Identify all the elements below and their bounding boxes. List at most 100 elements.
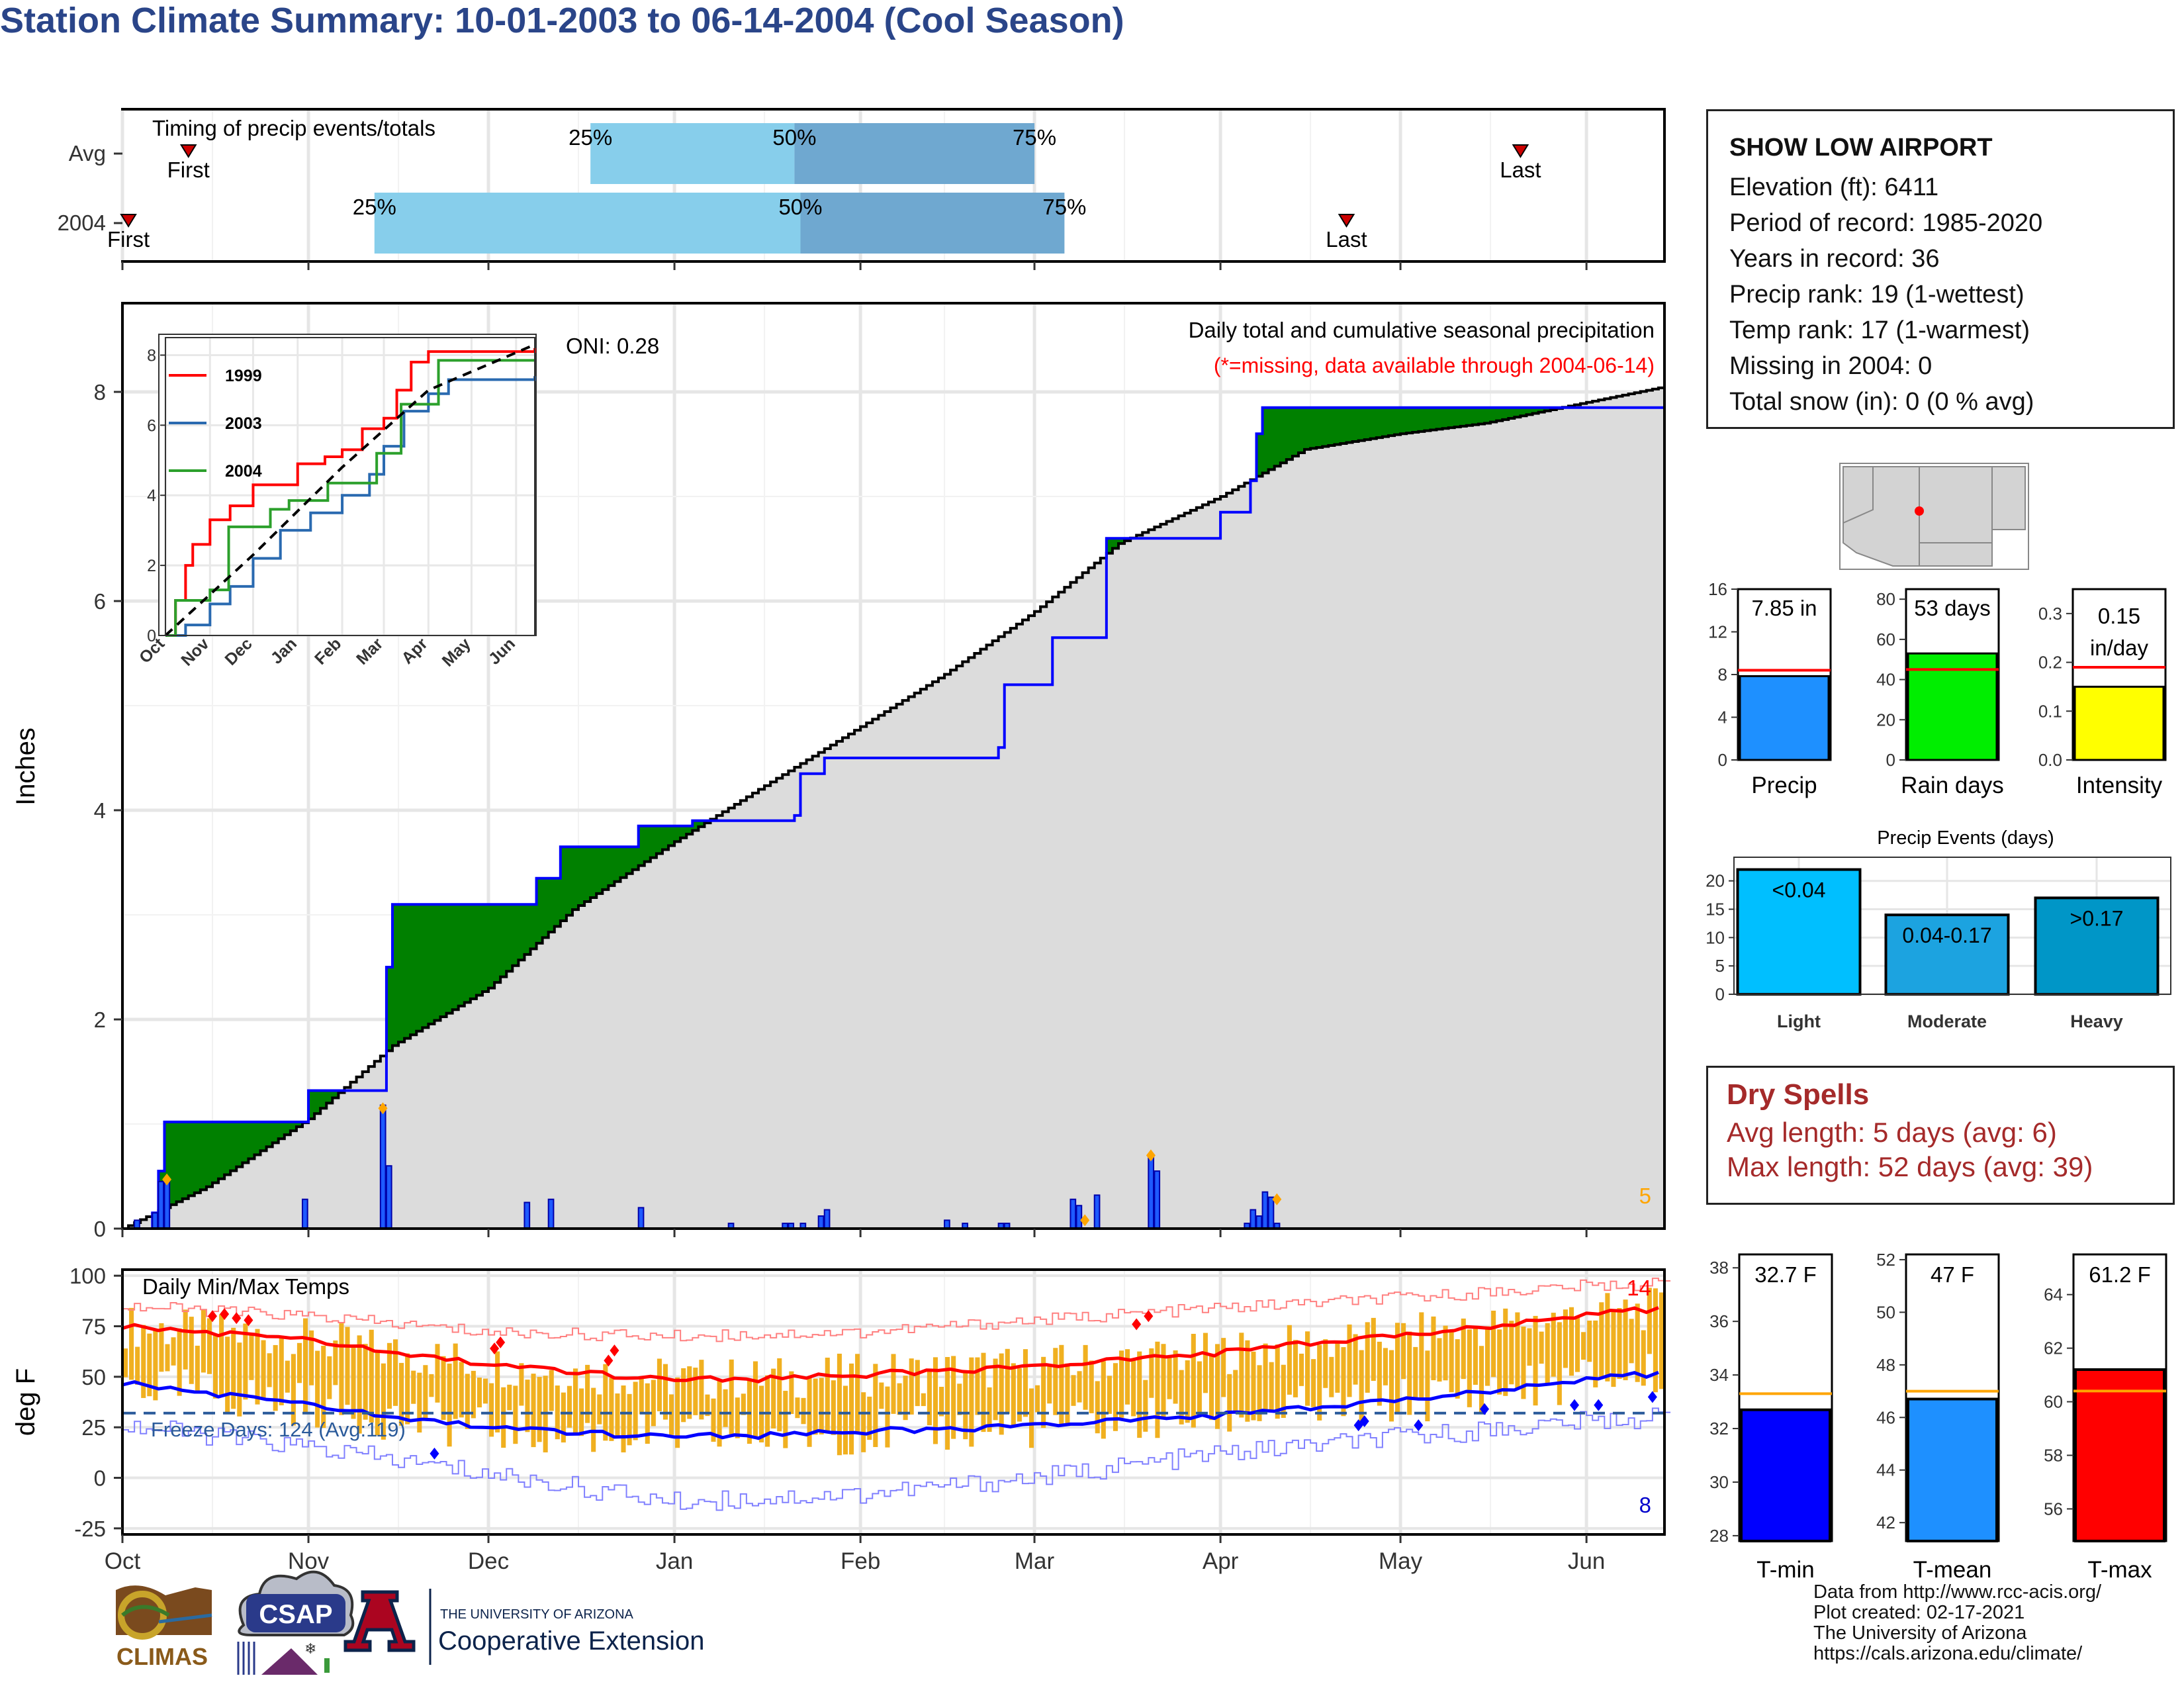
daily-temp-bar [501, 1387, 506, 1448]
daily-temp-bar [1425, 1350, 1430, 1422]
daily-temp-bar [147, 1333, 152, 1397]
daily-temp-bar [1641, 1330, 1646, 1386]
summary-label: Intensity [2076, 773, 2163, 798]
ua-top-text: THE UNIVERSITY OF ARIZONA [440, 1607, 634, 1622]
daily-temp-bar [417, 1372, 422, 1433]
daily-temp-bar [296, 1342, 302, 1383]
daily-temp-bar [999, 1353, 1004, 1435]
temp-bar-T-mean [1907, 1397, 1998, 1542]
month-label: May [1379, 1548, 1423, 1574]
temp-tick-label: 44 [1876, 1460, 1895, 1480]
daily-temp-bar [1107, 1376, 1112, 1414]
daily-temp-bar [507, 1384, 512, 1411]
temp-bar-T-max [2074, 1368, 2165, 1543]
logo-row: CLIMAS CSAP ❄ THE UNIVERSITY OF ARIZONA … [116, 1570, 704, 1675]
record-low-marker [1414, 1419, 1424, 1432]
precip-ylabel: Inches [11, 727, 40, 806]
inset-legend-label: 1999 [225, 367, 262, 385]
record-precip-marker [162, 1173, 172, 1186]
inset-ytick-label: 6 [147, 416, 156, 435]
summary-bar-Rain days [1907, 652, 1998, 761]
daily-temp-bar [411, 1370, 416, 1404]
daily-precip-bar [152, 1212, 159, 1230]
daily-temp-bar [1065, 1363, 1070, 1425]
event-bar-label: 0.04-0.17 [1902, 923, 1991, 947]
precip-ytick-label: 6 [94, 589, 106, 614]
daily-temp-bar [813, 1378, 818, 1435]
daily-temp-bar [1593, 1320, 1598, 1387]
daily-temp-bar [1353, 1334, 1358, 1385]
daily-temp-bar [441, 1356, 446, 1421]
temp-min-count: 8 [1639, 1493, 1651, 1517]
daily-temp-bar [255, 1329, 260, 1405]
daily-temp-bar [1509, 1321, 1514, 1385]
daily-temp-bar [459, 1362, 464, 1418]
temp-tick-label: 50 [1876, 1302, 1895, 1322]
daily-temp-bar [447, 1363, 452, 1447]
daily-temp-bar [177, 1328, 182, 1396]
daily-temp-bar [279, 1338, 284, 1405]
daily-temp-bar [1413, 1346, 1418, 1399]
daily-precip-bar [1093, 1194, 1101, 1229]
record-high-marker [207, 1310, 217, 1323]
daily-temp-bar [1089, 1360, 1094, 1413]
month-label: Nov [288, 1548, 330, 1574]
summary-tick-label: 4 [1718, 708, 1727, 727]
daily-temp-bar [981, 1352, 986, 1432]
daily-temp-bar [1203, 1333, 1208, 1393]
daily-temp-bar [357, 1335, 362, 1434]
daily-temp-bar [771, 1368, 776, 1429]
daily-temp-bar [1395, 1323, 1400, 1413]
month-label: Feb [841, 1548, 880, 1574]
summary-tick-label: 0.1 [2038, 701, 2062, 721]
credit-data-source: Data from http://www.rcc-acis.org/ [1813, 1581, 2102, 1603]
timing-label-25: 25% [353, 195, 396, 219]
daily-temp-bar [435, 1344, 440, 1403]
daily-temp-bar [237, 1342, 242, 1417]
daily-temp-bar [1635, 1303, 1640, 1382]
summary-label: Precip [1751, 773, 1817, 798]
daily-temp-bar [1371, 1317, 1376, 1382]
daily-temp-bar [1161, 1344, 1166, 1420]
ua-logo: THE UNIVERSITY OF ARIZONA Cooperative Ex… [343, 1589, 704, 1665]
daily-temp-bar [1137, 1351, 1142, 1438]
daily-temp-bar [567, 1385, 572, 1428]
summary-tick-label: 0.3 [2038, 604, 2062, 624]
station-marker [1915, 506, 1924, 516]
last-marker [1338, 214, 1355, 228]
temp-tick-label: 52 [1876, 1250, 1895, 1270]
daily-temp-bar [302, 1318, 308, 1413]
daily-temp-bar [219, 1314, 224, 1396]
daily-temp-bar [549, 1370, 554, 1411]
temp-tick-label: 48 [1876, 1355, 1895, 1375]
inset-series-line [165, 348, 536, 637]
daily-temp-bar [1131, 1359, 1136, 1417]
daily-temp-bar [1515, 1312, 1520, 1389]
daily-temp-bar [1059, 1344, 1064, 1426]
daily-temp-bar [597, 1394, 602, 1425]
temp-label: T-max [2087, 1557, 2152, 1583]
record-high-marker [220, 1308, 230, 1321]
daily-temp-bar [267, 1353, 272, 1387]
daily-temp-bar [987, 1387, 992, 1432]
daily-temp-bar [249, 1333, 254, 1380]
daily-temp-bar [1257, 1365, 1262, 1421]
summary-tick-label: 0 [1718, 750, 1727, 770]
daily-temp-bar [387, 1342, 392, 1409]
daily-precip-bar [637, 1207, 645, 1230]
oni-label: ONI: 0.28 [566, 334, 659, 358]
summary-tick-label: 16 [1708, 579, 1727, 599]
daily-temp-bar [465, 1374, 470, 1429]
inset-ytick-label: 8 [147, 346, 156, 365]
daily-temp-bar [1437, 1338, 1442, 1382]
daily-temp-bar [1143, 1380, 1148, 1432]
credit-university: The University of Arizona [1813, 1622, 2027, 1644]
daily-temp-bar [1599, 1302, 1604, 1378]
daily-temp-bar [633, 1382, 638, 1440]
daily-temp-bar [795, 1397, 800, 1419]
daily-temp-bar [867, 1396, 872, 1440]
daily-temp-bar [615, 1393, 620, 1438]
daily-temp-bar [1575, 1315, 1580, 1372]
first-label: First [107, 227, 150, 252]
